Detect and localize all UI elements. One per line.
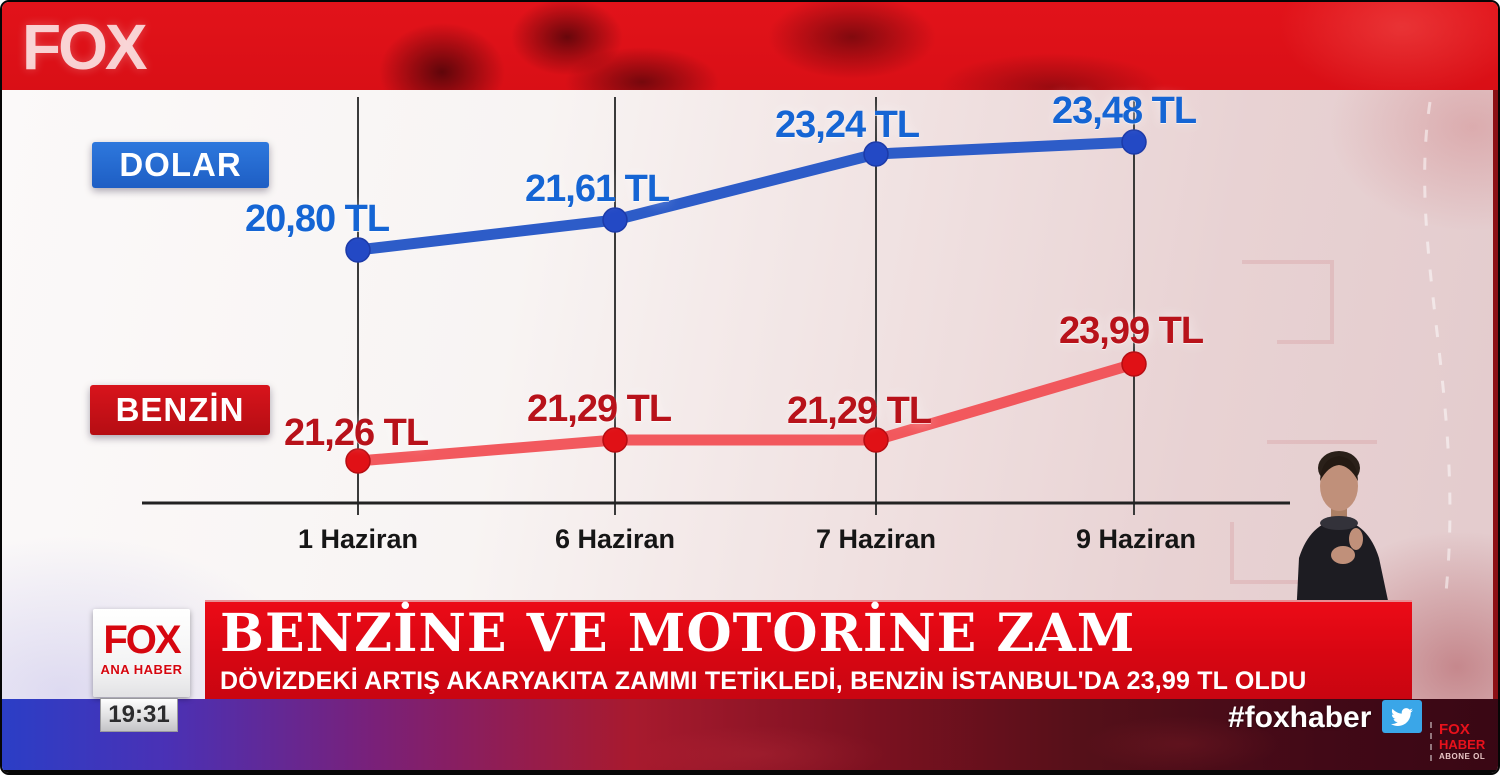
badge-haber-text: HABER [1439,737,1486,752]
fox-haber-subscribe-badge: FOX HABER ABONE OL [1430,722,1485,761]
bottom-black-strip [2,770,1498,773]
badge-abone-ol-text: ABONE OL [1439,752,1486,761]
badge-fox-text: FOX [1439,721,1470,738]
benzin-point-label: 21,29 TL [527,388,672,430]
benzin-point-label: 21,29 TL [787,390,932,432]
twitter-badge [1382,700,1422,733]
dolar-point-label: 21,61 TL [525,168,670,210]
dolar-point-label: 20,80 TL [245,198,390,240]
dolar-series-chip: DOLAR [92,142,269,188]
x-tick-label: 7 Haziran [815,524,937,554]
dolar-point-label: 23,48 TL [1052,90,1197,132]
headline-text: BENZİNE VE MOTORİNE ZAM [220,603,1136,664]
top-red-band: FOX [2,2,1498,93]
benzin-point-label: 23,99 TL [1059,310,1204,352]
x-tick-label: 6 Haziran [554,524,676,554]
clock: 19:31 [100,698,178,732]
news-banner: BENZİNE VE MOTORİNE ZAM DÖVİZDEKİ ARTIŞ … [205,600,1412,699]
fox-ana-haber-logo: FOX ANA HABER [93,609,190,697]
right-edge-strip [1493,90,1498,704]
dolar-point-label: 23,24 TL [775,104,920,146]
lower-third-gradient-band [2,699,1498,770]
benzin-point-label: 21,26 TL [284,412,429,454]
ana-haber-logo-text: ANA HABER [100,662,183,677]
x-tick-label: 9 Haziran [1075,524,1197,554]
benzin-series-chip: BENZİN [90,385,270,435]
fox-watermark-logo: FOX [22,11,148,83]
hashtag-text: #foxhaber [1228,701,1372,734]
twitter-bird-icon [1391,707,1413,726]
subheadline-text: DÖVİZDEKİ ARTIŞ AKARYAKITA ZAMMI TETİKLE… [220,667,1307,695]
x-tick-label: 1 Haziran [297,524,419,554]
fox-logo-text: FOX [103,618,181,662]
